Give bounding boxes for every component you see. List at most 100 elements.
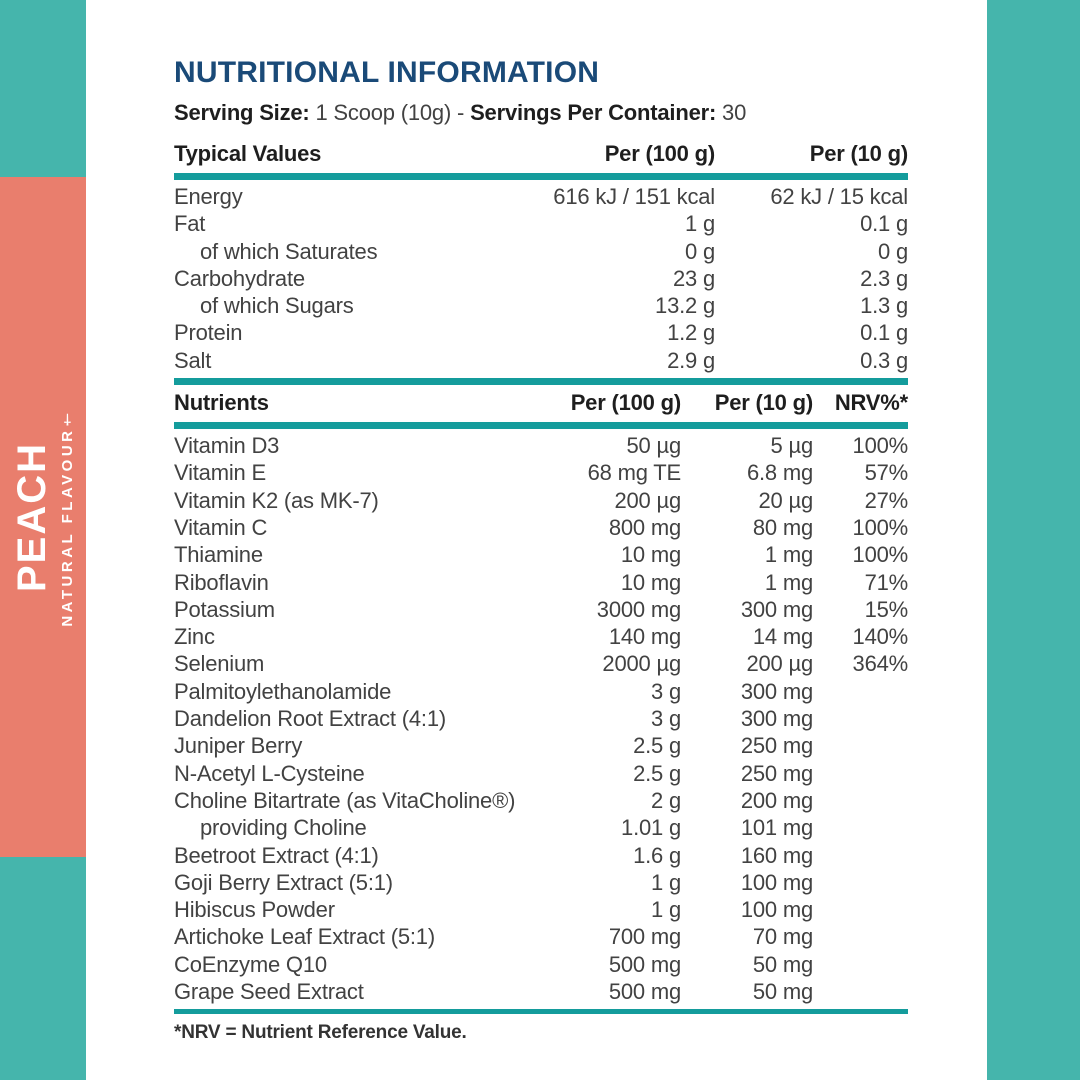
per-10g-value: 0.1 g (860, 211, 908, 237)
divider-rule (174, 422, 908, 430)
table-row: Vitamin C 800 mg 80 mg 100% (174, 514, 908, 541)
nrv-value: 15% (864, 596, 909, 622)
per-10g-value: 0 g (878, 238, 908, 264)
nrv-value (813, 732, 908, 759)
table-row: of which Saturates 0 g 0 g (174, 238, 908, 265)
row-label: Vitamin E (174, 460, 266, 486)
table-row: Choline Bitartrate (as VitaCholine®) 2 g 2… (174, 787, 908, 814)
row-label: Dandelion Root Extract (4:1) (174, 706, 446, 732)
table-row: Grape Seed Extract 500 mg 50 mg (174, 978, 908, 1005)
row-label: of which Saturates (200, 238, 378, 264)
row-label: of which Sugars (200, 293, 354, 319)
typical-values-rows: Energy 616 kJ / 151 kcal 62 kJ / 15 kcal Fa… (174, 183, 908, 374)
row-label: Carbohydrate (174, 265, 305, 291)
per-10g-value: 200 mg (740, 787, 813, 813)
serving-size-label: Serving Size: (174, 100, 310, 125)
per-10g-value: 160 mg (740, 842, 813, 868)
nrv-value: 100% (852, 514, 909, 540)
per-10g-value: 250 mg (740, 733, 813, 759)
per-10g-value: 50 mg (752, 979, 813, 1005)
table-row: Energy 616 kJ / 151 kcal 62 kJ / 15 kcal (174, 183, 908, 210)
per-100g-col-header: Per (100 g) (604, 141, 715, 166)
row-label: Artichoke Leaf Extract (5:1) (174, 924, 435, 950)
per-10g-value: 5 µg (770, 433, 814, 459)
per-100g-value: 3 g (651, 678, 681, 704)
per-100g-value: 2.5 g (633, 760, 681, 786)
nrv-value (813, 705, 908, 732)
per-10g-col-header: Per (10 g) (809, 141, 908, 166)
per-100g-value: 2.5 g (633, 733, 681, 759)
row-label: providing Choline (200, 815, 367, 841)
nrv-value (813, 923, 908, 950)
flavor-name: PEACH (10, 441, 54, 593)
nrv-value: 140% (852, 624, 909, 650)
table-row: Zinc 140 mg 14 mg 140% (174, 623, 908, 650)
row-label: Choline Bitartrate (as VitaCholine®) (174, 787, 516, 813)
servings-per-container-value: 30 (722, 100, 747, 125)
table-row: Hibiscus Powder 1 g 100 mg (174, 896, 908, 923)
table-row: Vitamin E 68 mg TE 6.8 mg 57% (174, 459, 908, 486)
nrv-value: 100% (852, 542, 909, 568)
row-label: Vitamin K2 (as MK-7) (174, 487, 379, 513)
divider-rule (174, 1009, 908, 1015)
per-100g-value: 700 mg (608, 924, 681, 950)
per-10g-col-header: Per (10 g) (714, 390, 813, 416)
nrv-value (813, 869, 908, 896)
per-10g-value: 0.3 g (860, 347, 908, 373)
per-10g-value: 100 mg (740, 869, 813, 895)
nrv-value (813, 814, 908, 841)
per-10g-value: 101 mg (740, 815, 813, 841)
per-10g-value: 70 mg (752, 924, 813, 950)
row-label: Zinc (174, 624, 215, 650)
per-10g-value: 6.8 mg (746, 460, 813, 486)
per-100g-value: 13.2 g (655, 293, 715, 319)
nrv-value (813, 787, 908, 814)
per-10g-value: 300 mg (740, 678, 813, 704)
per-100g-value: 1.6 g (633, 842, 681, 868)
row-label: Selenium (174, 651, 265, 677)
typical-values-col-label: Typical Values (174, 141, 322, 166)
per-100g-value: 50 µg (626, 433, 682, 459)
servings-per-container-label: Servings Per Container: (470, 100, 717, 125)
nrv-value: 100% (852, 433, 909, 459)
right-border-strip (987, 0, 1080, 1080)
nutrients-col-label: Nutrients (174, 390, 269, 416)
table-row: Potassium 3000 mg 300 mg 15% (174, 596, 908, 623)
per-100g-value: 500 mg (608, 951, 681, 977)
nrv-value (813, 896, 908, 923)
nrv-value: 57% (864, 460, 909, 486)
table-row: Fat 1 g 0.1 g (174, 210, 908, 237)
per-10g-value: 1 mg (764, 542, 813, 568)
table-row: Palmitoylethanolamide 3 g 300 mg (174, 678, 908, 705)
row-label: Goji Berry Extract (5:1) (174, 869, 393, 895)
divider-rule (174, 173, 908, 180)
row-label: Energy (174, 184, 243, 209)
table-row: Goji Berry Extract (5:1) 1 g 100 mg (174, 869, 908, 896)
per-10g-value: 100 mg (740, 897, 813, 923)
row-label: Riboflavin (174, 569, 269, 595)
row-label: Fat (174, 211, 206, 237)
per-10g-value: 1 mg (764, 569, 813, 595)
row-label: Salt (174, 347, 212, 373)
nrv-value (813, 678, 908, 705)
per-100g-value: 10 mg (620, 569, 681, 595)
nrv-col-header: NRV%* (834, 390, 908, 416)
per-100g-value: 23 g (672, 265, 715, 291)
per-100g-value: 68 mg TE (587, 460, 682, 486)
per-100g-value: 0 g (685, 238, 715, 264)
nrv-value (813, 842, 908, 869)
table-row: Riboflavin 10 mg 1 mg 71% (174, 569, 908, 596)
row-label: CoEnzyme Q10 (174, 951, 327, 977)
per-100g-value: 1.2 g (667, 320, 715, 346)
row-label: Potassium (174, 596, 275, 622)
nrv-value: 27% (864, 487, 909, 513)
per-10g-value: 200 µg (746, 651, 813, 677)
nrv-value: 71% (864, 569, 909, 595)
nrv-value (813, 978, 908, 1005)
table-row: Vitamin K2 (as MK-7) 200 µg 20 µg 27% (174, 487, 908, 514)
row-label: Protein (174, 320, 243, 346)
page-title: NUTRITIONAL INFORMATION (174, 56, 600, 89)
table-row: Selenium 2000 µg 200 µg 364% (174, 650, 908, 677)
separator: - (457, 100, 465, 125)
